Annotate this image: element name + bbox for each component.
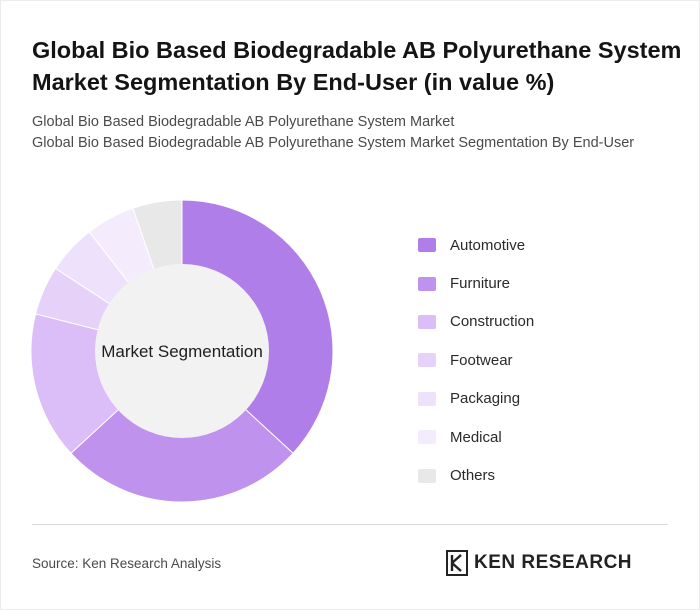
legend-swatch: [418, 353, 436, 368]
ken-research-logo: KEN RESEARCH: [446, 548, 632, 578]
logo-text: KEN RESEARCH: [474, 552, 633, 573]
chart-title: Global Bio Based Biodegradable AB Polyur…: [32, 37, 682, 95]
legend-label: Medical: [450, 428, 502, 446]
legend-item-medical: Medical: [418, 418, 534, 456]
legend-item-packaging: Packaging: [418, 380, 534, 418]
legend-swatch: [418, 430, 436, 445]
donut-hole: [95, 264, 269, 438]
legend-label: Construction: [450, 313, 535, 331]
ken-research-k-icon: [446, 550, 468, 576]
legend-item-footwear: Footwear: [418, 341, 534, 379]
legend-item-automotive: Automotive: [418, 226, 534, 264]
legend-swatch: [418, 276, 436, 291]
legend-label: Footwear: [450, 351, 513, 369]
chart-subtitle-segmentation: Global Bio Based Biodegradable AB Polyur…: [32, 135, 635, 151]
legend-item-others: Others: [418, 456, 534, 494]
source-note: Source: Ken Research Analysis: [32, 556, 222, 571]
legend-swatch: [418, 314, 436, 329]
donut-center-label: Market Segmentation: [101, 342, 263, 361]
legend-swatch: [418, 468, 436, 483]
chart-legend: Automotive Furniture Construction Footwear P…: [418, 226, 534, 495]
donut-chart: Market Segmentation: [30, 199, 334, 503]
legend-label: Others: [450, 467, 496, 485]
legend-item-construction: Construction: [418, 303, 534, 341]
legend-swatch: [418, 238, 436, 253]
footer-divider: [32, 524, 668, 525]
legend-item-furniture: Furniture: [418, 264, 534, 302]
legend-label: Packaging: [450, 390, 521, 408]
legend-label: Furniture: [450, 275, 511, 293]
chart-subtitle-market: Global Bio Based Biodegradable AB Polyur…: [32, 114, 455, 130]
legend-swatch: [418, 391, 436, 406]
legend-label: Automotive: [450, 236, 526, 254]
